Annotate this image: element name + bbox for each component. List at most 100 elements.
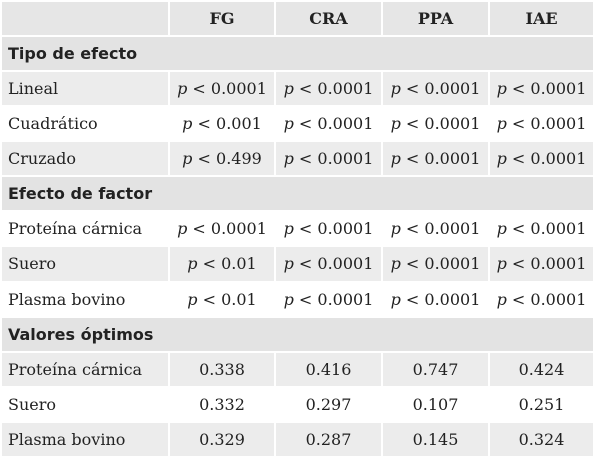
section-row: Valores óptimos bbox=[0, 315, 593, 353]
value-cell: 0.287 bbox=[274, 420, 383, 458]
value-cell: 0.416 bbox=[274, 350, 383, 388]
p-symbol: p bbox=[177, 219, 188, 239]
p-value-cell: p < 0.001 bbox=[168, 105, 276, 143]
p-value-cell: p < 0.0001 bbox=[488, 140, 593, 178]
p-symbol: p bbox=[283, 149, 294, 169]
p-threshold: < 0.0001 bbox=[511, 254, 587, 274]
p-value-cell: p < 0.0001 bbox=[274, 70, 383, 108]
p-value-cell: p < 0.0001 bbox=[488, 70, 593, 108]
p-threshold: < 0.0001 bbox=[192, 219, 267, 239]
p-threshold: < 0.0001 bbox=[405, 149, 481, 169]
p-value-cell: p < 0.0001 bbox=[274, 105, 383, 143]
p-threshold: < 0.0001 bbox=[298, 254, 374, 274]
row-label: Plasma bovino bbox=[0, 280, 170, 318]
value-cell: 0.251 bbox=[488, 385, 593, 423]
data-row: Plasma bovino p < 0.01 p < 0.0001 p < 0.000… bbox=[0, 280, 593, 318]
p-threshold: < 0.0001 bbox=[511, 149, 587, 169]
p-value-cell: p < 0.0001 bbox=[381, 70, 490, 108]
p-symbol: p bbox=[390, 289, 401, 309]
p-value-cell: p < 0.499 bbox=[168, 140, 276, 178]
p-symbol: p bbox=[182, 114, 193, 134]
p-value-cell: p < 0.0001 bbox=[274, 210, 383, 248]
p-value-cell: p < 0.0001 bbox=[274, 140, 383, 178]
row-label: Suero bbox=[0, 385, 170, 423]
row-label: Cuadrático bbox=[0, 105, 170, 143]
p-symbol: p bbox=[496, 114, 507, 134]
p-symbol: p bbox=[496, 219, 507, 239]
p-symbol: p bbox=[283, 254, 294, 274]
p-value-cell: p < 0.0001 bbox=[381, 280, 490, 318]
row-label: Plasma bovino bbox=[0, 420, 170, 458]
p-value-cell: p < 0.0001 bbox=[488, 280, 593, 318]
p-value-cell: p < 0.0001 bbox=[168, 70, 276, 108]
value-cell: 0.145 bbox=[381, 420, 490, 458]
section-row: Efecto de factor bbox=[0, 175, 593, 213]
value-cell: 0.329 bbox=[168, 420, 276, 458]
data-row: Proteína cárnica p < 0.0001 p < 0.0001 p < … bbox=[0, 210, 593, 248]
p-threshold: < 0.01 bbox=[202, 254, 257, 274]
p-threshold: < 0.0001 bbox=[511, 79, 587, 99]
p-symbol: p bbox=[187, 254, 198, 274]
p-symbol: p bbox=[390, 114, 401, 134]
column-header: CRA bbox=[274, 0, 383, 38]
value-cell: 0.297 bbox=[274, 385, 383, 423]
p-symbol: p bbox=[390, 254, 401, 274]
p-value-cell: p < 0.0001 bbox=[381, 210, 490, 248]
section-title: Tipo de efecto bbox=[0, 35, 593, 73]
section-title: Valores óptimos bbox=[0, 315, 593, 353]
data-row: Proteína cárnica 0.338 0.416 0.747 0.424 bbox=[0, 350, 593, 388]
p-threshold: < 0.0001 bbox=[511, 219, 587, 239]
row-label: Proteína cárnica bbox=[0, 210, 170, 248]
p-value-cell: p < 0.0001 bbox=[274, 280, 383, 318]
data-row: Suero p < 0.01 p < 0.0001 p < 0.0001 p < 0.0… bbox=[0, 245, 593, 283]
data-row: Suero 0.332 0.297 0.107 0.251 bbox=[0, 385, 593, 423]
p-symbol: p bbox=[390, 149, 401, 169]
column-header: IAE bbox=[488, 0, 593, 38]
header-row: FG CRA PPA IAE bbox=[0, 0, 593, 38]
p-value-cell: p < 0.0001 bbox=[381, 105, 490, 143]
value-cell: 0.332 bbox=[168, 385, 276, 423]
p-symbol: p bbox=[283, 79, 294, 99]
p-value-cell: p < 0.0001 bbox=[381, 140, 490, 178]
p-threshold: < 0.499 bbox=[197, 149, 262, 169]
p-threshold: < 0.0001 bbox=[298, 289, 374, 309]
p-symbol: p bbox=[496, 254, 507, 274]
row-label: Cruzado bbox=[0, 140, 170, 178]
p-symbol: p bbox=[182, 149, 193, 169]
p-threshold: < 0.0001 bbox=[405, 289, 481, 309]
p-symbol: p bbox=[283, 289, 294, 309]
data-row: Cuadrático p < 0.001 p < 0.0001 p < 0.0001 p… bbox=[0, 105, 593, 143]
section-row: Tipo de efecto bbox=[0, 35, 593, 73]
p-threshold: < 0.0001 bbox=[511, 114, 587, 134]
p-threshold: < 0.0001 bbox=[405, 254, 481, 274]
value-cell: 0.747 bbox=[381, 350, 490, 388]
p-threshold: < 0.001 bbox=[197, 114, 262, 134]
p-value-cell: p < 0.0001 bbox=[488, 105, 593, 143]
p-value-cell: p < 0.0001 bbox=[168, 210, 276, 248]
p-threshold: < 0.0001 bbox=[405, 219, 481, 239]
p-threshold: < 0.0001 bbox=[405, 79, 481, 99]
value-cell: 0.424 bbox=[488, 350, 593, 388]
p-value-cell: p < 0.01 bbox=[168, 245, 276, 283]
data-row: Cruzado p < 0.499 p < 0.0001 p < 0.0001 p < … bbox=[0, 140, 593, 178]
p-threshold: < 0.01 bbox=[202, 289, 257, 309]
p-value-cell: p < 0.0001 bbox=[488, 210, 593, 248]
value-cell: 0.324 bbox=[488, 420, 593, 458]
p-symbol: p bbox=[390, 79, 401, 99]
corner-cell bbox=[0, 0, 170, 38]
p-threshold: < 0.0001 bbox=[298, 219, 374, 239]
p-threshold: < 0.0001 bbox=[298, 149, 374, 169]
column-header: PPA bbox=[381, 0, 490, 38]
value-cell: 0.107 bbox=[381, 385, 490, 423]
p-value-cell: p < 0.0001 bbox=[274, 245, 383, 283]
p-threshold: < 0.0001 bbox=[405, 114, 481, 134]
p-threshold: < 0.0001 bbox=[298, 114, 374, 134]
data-row: Lineal p < 0.0001 p < 0.0001 p < 0.0001 p < … bbox=[0, 70, 593, 108]
p-value-cell: p < 0.0001 bbox=[381, 245, 490, 283]
p-symbol: p bbox=[283, 219, 294, 239]
value-cell: 0.338 bbox=[168, 350, 276, 388]
p-symbol: p bbox=[177, 79, 188, 99]
